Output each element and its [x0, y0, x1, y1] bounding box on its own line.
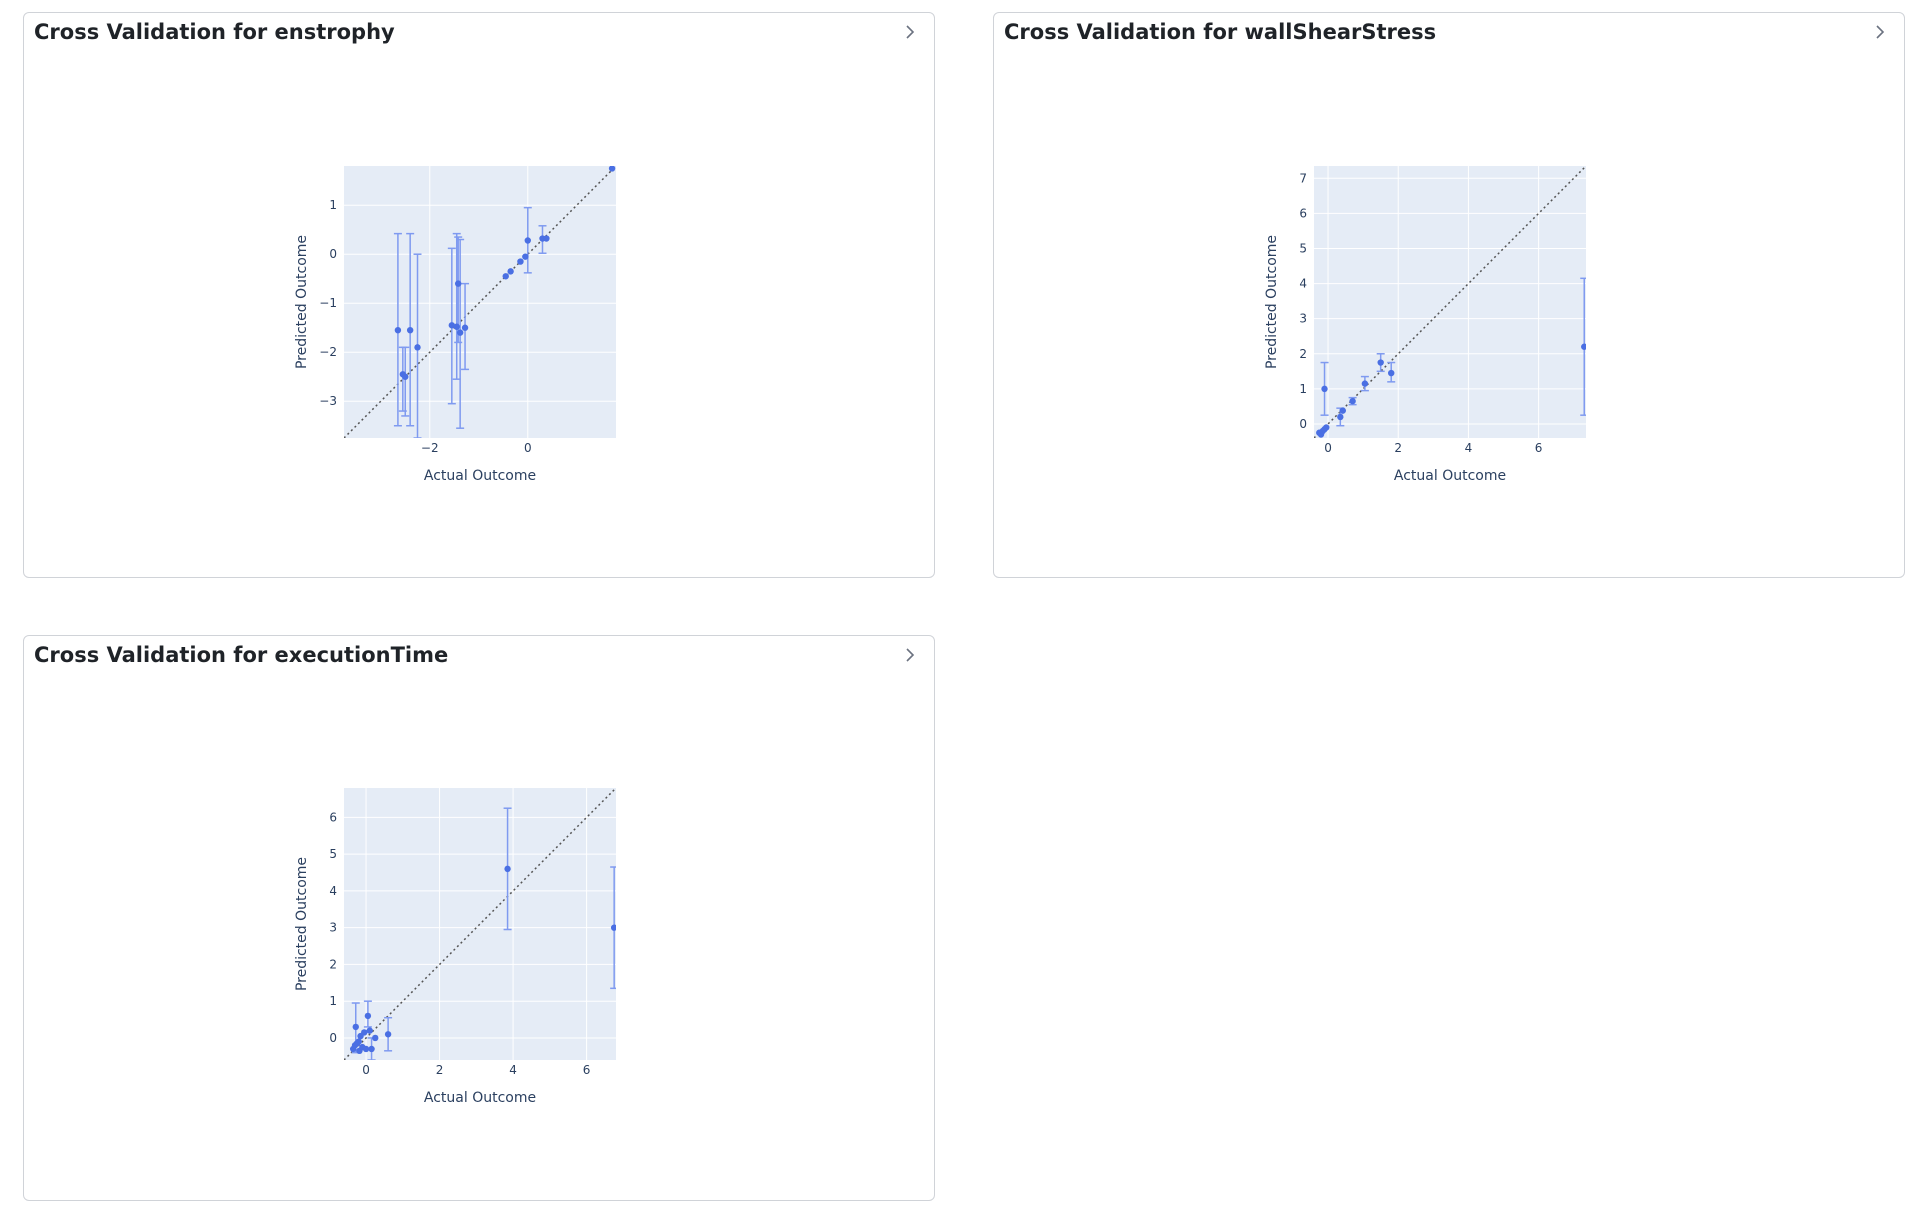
x-tick-label: 2 — [436, 1063, 444, 1077]
y-tick-label: 6 — [329, 810, 337, 824]
y-tick-label: 0 — [1299, 417, 1307, 431]
data-point — [610, 924, 616, 931]
data-point — [461, 324, 469, 331]
data-point — [362, 1045, 370, 1053]
data-point — [414, 344, 421, 351]
cv-plot-executiontime: 0 2 4 6 0 1 2 3 4 5 6 Actual Outcome Predicted Outco… — [294, 788, 616, 1106]
y-tick-label: 0 — [329, 247, 337, 261]
y-tick-label: 1 — [1299, 382, 1307, 396]
y-tick-label: −1 — [319, 296, 337, 310]
y-tick-label: 2 — [1299, 347, 1307, 361]
data-point — [361, 1029, 368, 1036]
cv-plot-wallshearstress: 0 2 4 6 0 1 2 3 4 5 6 7 Actual Outcome Predicted Outc… — [1264, 166, 1586, 484]
y-tick-label: 5 — [329, 847, 337, 861]
data-point — [364, 1012, 372, 1020]
y-axis-label: Predicted Outcome — [294, 235, 310, 369]
x-tick-label: 0 — [524, 441, 532, 455]
data-point — [1377, 359, 1384, 366]
data-point — [1321, 385, 1328, 393]
y-axis-label: Predicted Outcome — [294, 857, 310, 991]
data-point — [384, 1031, 392, 1038]
plot-layer — [344, 166, 616, 438]
y-tick-label: 4 — [1299, 277, 1307, 291]
y-tick-label: 0 — [329, 1031, 337, 1045]
data-point — [352, 1023, 359, 1031]
y-tick-label: 4 — [329, 884, 337, 898]
cv-card-wallshearstress: Cross Validation for wallShearStress 0 2 4… — [993, 12, 1905, 578]
data-point — [406, 326, 414, 334]
data-point — [453, 323, 460, 330]
cv-card-enstrophy: Cross Validation for enstrophy −2 0 −3 −2 −1… — [23, 12, 935, 578]
data-point — [502, 273, 509, 280]
y-tick-label: 1 — [329, 994, 337, 1008]
x-tick-label: 0 — [1324, 441, 1332, 455]
data-point — [394, 326, 402, 334]
y-tick-label: −3 — [319, 394, 337, 408]
data-point — [517, 258, 524, 265]
y-tick-label: 2 — [329, 957, 337, 971]
data-point — [507, 268, 514, 275]
chevron-right-icon[interactable] — [900, 22, 920, 42]
x-tick-label: 2 — [1394, 441, 1402, 455]
y-tick-label: −2 — [319, 345, 337, 359]
data-point — [402, 373, 409, 380]
y-tick-label: 3 — [329, 921, 337, 935]
diagonal-line — [1314, 166, 1586, 438]
x-axis-label: Actual Outcome — [424, 1090, 536, 1106]
card-title: Cross Validation for enstrophy — [34, 20, 395, 44]
data-point — [504, 865, 511, 873]
data-point — [522, 253, 529, 260]
data-point — [456, 329, 464, 336]
data-point — [454, 280, 462, 287]
data-point — [448, 322, 456, 329]
data-point — [608, 166, 616, 172]
card-title: Cross Validation for executionTime — [34, 643, 449, 667]
plot-layer — [344, 788, 616, 1060]
card-title: Cross Validation for wallShearStress — [1004, 20, 1437, 44]
plot-layer — [1314, 166, 1586, 438]
data-point — [1349, 397, 1356, 405]
chevron-right-icon[interactable] — [900, 645, 920, 665]
y-tick-label: 3 — [1299, 312, 1307, 326]
data-point — [366, 1027, 373, 1034]
data-point — [524, 237, 531, 244]
data-point — [1361, 380, 1369, 387]
y-tick-label: 1 — [329, 198, 337, 212]
data-point — [1337, 413, 1344, 421]
x-tick-label: 0 — [362, 1063, 370, 1077]
data-point — [355, 1038, 362, 1045]
x-tick-label: 4 — [509, 1063, 517, 1077]
y-axis-label: Predicted Outcome — [1264, 235, 1280, 369]
data-point — [1339, 407, 1346, 414]
diagonal-line — [344, 788, 616, 1060]
y-tick-label: 5 — [1299, 241, 1307, 255]
data-point — [1323, 424, 1330, 431]
chevron-right-icon[interactable] — [1870, 22, 1890, 42]
data-point — [368, 1045, 375, 1053]
data-point — [372, 1034, 379, 1042]
cv-plot-enstrophy: −2 0 −3 −2 −1 0 1 Actual Outcome Predicted Outco… — [294, 166, 616, 484]
diagonal-line — [344, 166, 616, 438]
x-axis-label: Actual Outcome — [424, 468, 536, 484]
x-tick-label: 6 — [1535, 441, 1543, 455]
x-tick-label: 4 — [1465, 441, 1473, 455]
data-point — [1388, 369, 1395, 377]
data-point — [1581, 343, 1586, 350]
x-axis-label: Actual Outcome — [1394, 468, 1506, 484]
x-tick-label: 6 — [583, 1063, 591, 1077]
data-point — [543, 235, 550, 242]
y-tick-label: 7 — [1299, 171, 1307, 185]
y-tick-label: 6 — [1299, 206, 1307, 220]
x-tick-label: −2 — [421, 441, 439, 455]
